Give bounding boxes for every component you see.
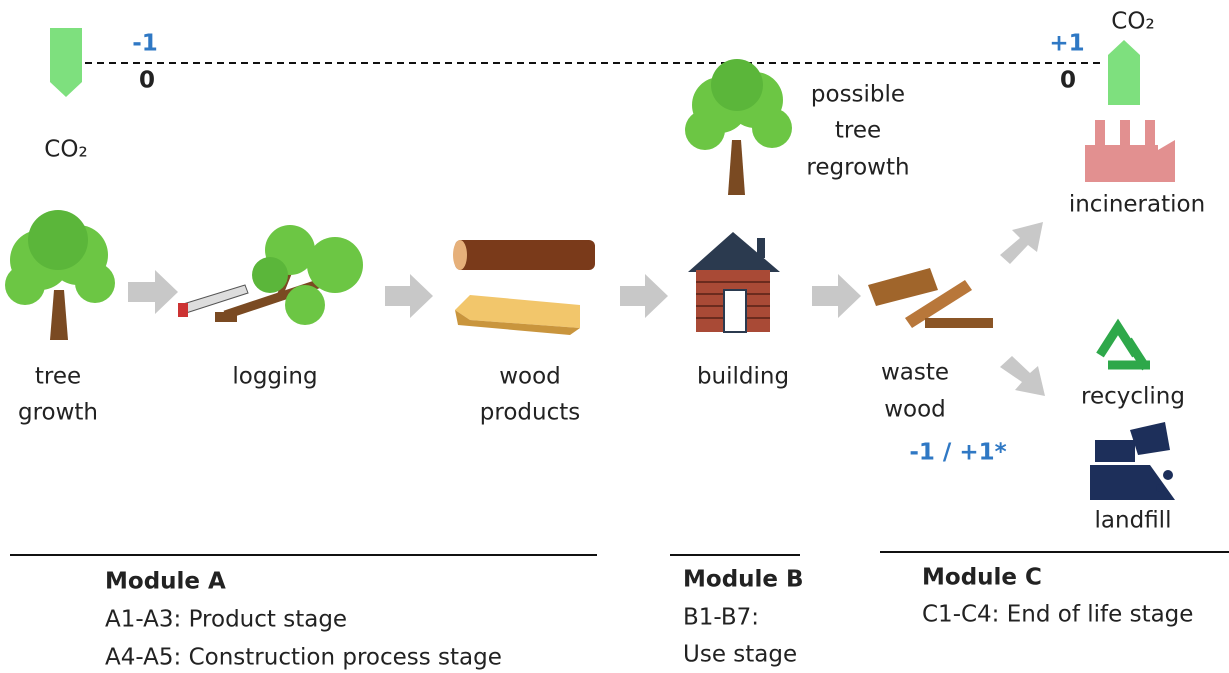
regrowth-label: tree [835, 118, 881, 144]
module-line: A4-A5: Construction process stage [105, 645, 502, 671]
stage-label: wood [499, 364, 561, 390]
stage-label: products [480, 400, 580, 426]
stage-label: logging [232, 364, 317, 390]
regrowth-label: possible [811, 82, 905, 108]
flow-arrows [128, 222, 1045, 396]
landfill-icon [1090, 422, 1175, 500]
module-line: B1-B7: [683, 605, 759, 631]
stage-label: waste [881, 360, 949, 386]
waste-balance: -1 / +1* [909, 440, 1006, 466]
stage-label: building [697, 364, 789, 390]
co2-up-arrow [1108, 40, 1140, 105]
regrowth-label: regrowth [806, 155, 909, 181]
stage-label: tree [35, 364, 81, 390]
flow-label: -1 [132, 31, 158, 57]
house-icon [688, 232, 780, 333]
module-line: A1-A3: Product stage [105, 607, 347, 633]
balance-label: 0 [139, 68, 155, 94]
end-of-life-label: recycling [1081, 384, 1185, 410]
module-line: Use stage [683, 642, 797, 668]
balance-label: 0 [1060, 68, 1076, 94]
tree-icon [685, 59, 792, 195]
flow-label: +1 [1049, 31, 1084, 57]
co2-down-arrow [50, 28, 82, 97]
co2-label: CO₂ [1111, 9, 1154, 35]
end-of-life-label: landfill [1095, 508, 1172, 534]
module-title: Module B [683, 567, 804, 593]
factory-icon [1085, 120, 1175, 182]
tree-icon [5, 210, 115, 340]
wood-icon [453, 240, 595, 335]
stage-label: wood [884, 397, 946, 423]
recycle-icon [1096, 318, 1150, 371]
module-line: C1-C4: End of life stage [922, 602, 1193, 628]
co2-label: CO₂ [44, 137, 87, 163]
end-of-life-label: incineration [1069, 192, 1205, 218]
module-title: Module C [922, 565, 1042, 591]
stage-label: growth [18, 400, 98, 426]
logging-icon [178, 225, 363, 325]
waste-wood-icon [868, 268, 993, 328]
module-title: Module A [105, 569, 226, 595]
